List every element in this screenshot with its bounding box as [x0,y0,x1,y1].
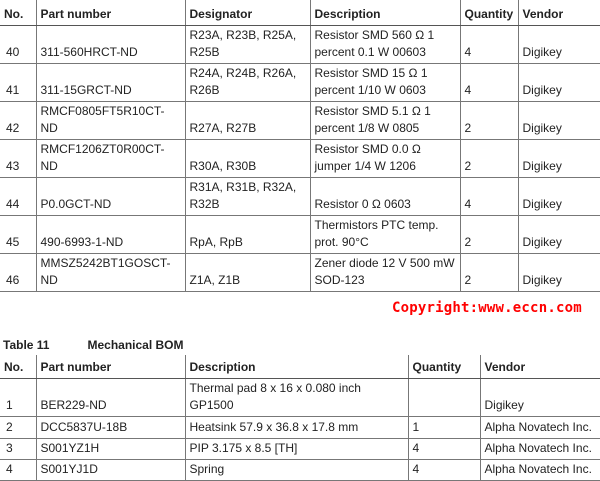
caption-title: Mechanical BOM [87,338,184,352]
table-cell: DCC5837U-18B [35,416,185,439]
column-header: Quantity [407,355,480,379]
table-row: 1 BER229-ND Thermal pad 8 x 16 x 0.080 inc… [0,378,600,417]
table-row: 46 MMSZ5242BT1GOSCT-ND Z1A, Z1B Zener diode… [0,253,600,292]
table-cell: R23A, R23B, R25A, R25B [184,25,310,64]
table-cell: Spring [184,459,408,481]
column-header: Quantity [459,0,518,26]
table-cell: MMSZ5242BT1GOSCT-ND [35,253,185,292]
table-row: 42 RMCF0805FT5R10CT-ND R27A, R27B Resistor … [0,101,600,140]
column-header: Part number [35,355,185,379]
table-cell: Digikey [517,177,600,216]
table-cell: RMCF0805FT5R10CT-ND [35,101,185,140]
table-cell: 45 [0,215,36,254]
table-cell: Thermistors PTC temp. prot. 90°C [309,215,460,254]
table-cell: Thermal pad 8 x 16 x 0.080 inch GP1500 [184,378,408,417]
table-cell: 2 [0,416,36,439]
table-cell: Digikey [517,101,600,140]
table-row: 44 P0.0GCT-ND R31A, R31B, R32A, R32B Resist… [0,177,600,216]
table-cell: 311-560HRCT-ND [35,25,185,64]
table-header-row: No. Part number Description Quantity Vendor [0,355,600,379]
table-cell: 311-15GRCT-ND [35,63,185,102]
electrical-bom-table: No. Part number Designator Description Quant… [0,0,600,292]
table-cell: Resistor SMD 560 Ω 1 percent 0.1 W 00603 [309,25,460,64]
table-cell: 40 [0,25,36,64]
table-cell: 2 [459,139,518,178]
table-cell: PIP 3.175 x 8.5 [TH] [184,438,408,460]
table-cell: P0.0GCT-ND [35,177,185,216]
table-cell: RpA, RpB [184,215,310,254]
table-caption: Table 11 Mechanical BOM [3,338,184,352]
caption-label: Table 11 [3,338,50,352]
table-cell: 4 [459,25,518,64]
table-cell [407,378,480,417]
table-cell: 41 [0,63,36,102]
table-cell: 1 [407,416,480,439]
table-cell: 4 [459,63,518,102]
table-cell: Resistor SMD 0.0 Ω jumper 1/4 W 1206 [309,139,460,178]
table-cell: Alpha Novatech Inc. [479,459,600,481]
table-row: 43 RMCF1206ZT0R00CT-ND R30A, R30B Resistor … [0,139,600,178]
table-cell: 490-6993-1-ND [35,215,185,254]
table-row: 45 490-6993-1-ND RpA, RpB Thermistors PTC t… [0,215,600,254]
table-cell: Digikey [517,215,600,254]
table-cell: R27A, R27B [184,101,310,140]
table-cell: 2 [459,215,518,254]
column-header: Designator [184,0,310,26]
column-header: No. [0,355,36,379]
table-cell: Heatsink 57.9 x 36.8 x 17.8 mm [184,416,408,439]
table-cell: 42 [0,101,36,140]
table-cell: Zener diode 12 V 500 mW SOD-123 [309,253,460,292]
table-cell: 43 [0,139,36,178]
table-cell: S001YJ1D [35,459,185,481]
table-cell: RMCF1206ZT0R00CT-ND [35,139,185,178]
table-cell: 4 [407,459,480,481]
table-cell: 44 [0,177,36,216]
column-header: Description [309,0,460,26]
table-cell: Z1A, Z1B [184,253,310,292]
table-cell: 46 [0,253,36,292]
column-header: Vendor [517,0,600,26]
column-header: Description [184,355,408,379]
table-cell: 2 [459,101,518,140]
table-row: 40 311-560HRCT-ND R23A, R23B, R25A, R25B Re… [0,25,600,64]
table-row: 4 S001YJ1D Spring 4 Alpha Novatech Inc. [0,459,600,481]
table-cell: Resistor SMD 5.1 Ω 1 percent 1/8 W 0805 [309,101,460,140]
table-row: 3 S001YZ1H PIP 3.175 x 8.5 [TH] 4 Alpha Nova… [0,438,600,460]
table-cell: Resistor SMD 15 Ω 1 percent 1/10 W 0603 [309,63,460,102]
watermark: Copyright:www.eccn.com [392,300,582,316]
column-header: Part number [35,0,185,26]
table-cell: Alpha Novatech Inc. [479,416,600,439]
table-header-row: No. Part number Designator Description Quant… [0,0,600,26]
table-cell: 4 [459,177,518,216]
table-cell: 3 [0,438,36,460]
column-header: Vendor [479,355,600,379]
table-cell: S001YZ1H [35,438,185,460]
table-cell: Digikey [517,139,600,178]
table-cell: Alpha Novatech Inc. [479,438,600,460]
table-cell: Digikey [517,253,600,292]
table-row: 41 311-15GRCT-ND R24A, R24B, R26A, R26B Res… [0,63,600,102]
column-header: No. [0,0,36,26]
table-cell: Digikey [479,378,600,417]
table-cell: R24A, R24B, R26A, R26B [184,63,310,102]
table-cell: 2 [459,253,518,292]
table-cell: Resistor 0 Ω 0603 [309,177,460,216]
table-cell: R31A, R31B, R32A, R32B [184,177,310,216]
table-cell: Digikey [517,63,600,102]
table-cell: BER229-ND [35,378,185,417]
table-cell: R30A, R30B [184,139,310,178]
table-cell: 4 [0,459,36,481]
table-cell: Digikey [517,25,600,64]
table-row: 2 DCC5837U-18B Heatsink 57.9 x 36.8 x 17.8… [0,416,600,439]
table-cell: 1 [0,378,36,417]
mechanical-bom-table: No. Part number Description Quantity Vendor … [0,355,600,481]
table-cell: 4 [407,438,480,460]
